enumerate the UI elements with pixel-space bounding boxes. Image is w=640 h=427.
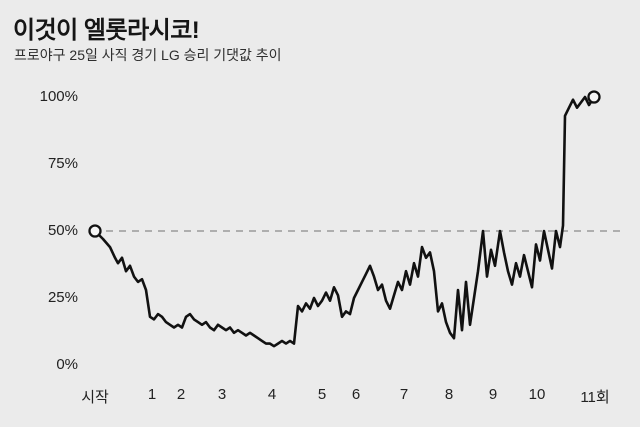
- chart-subtitle: 프로야구 25일 사직 경기 LG 승리 기댓값 추이: [14, 47, 282, 63]
- end-marker: [587, 90, 601, 104]
- start-marker: [88, 224, 102, 238]
- x-tick-label: 9: [488, 386, 498, 403]
- x-tick-label: 시작: [81, 389, 109, 406]
- win-probability-line: [93, 95, 596, 348]
- x-tick-label: 8: [444, 386, 454, 403]
- x-tick-label: 3: [217, 386, 227, 403]
- y-tick-label: 100%: [39, 88, 78, 105]
- chart-title: 이것이 엘롯라시코!: [13, 17, 200, 44]
- x-tick-label: 5: [317, 386, 327, 403]
- y-tick-label: 50%: [47, 222, 78, 239]
- y-tick-label: 25%: [47, 289, 78, 306]
- x-tick-label: 11회: [580, 389, 610, 406]
- x-tick-label: 4: [267, 386, 277, 403]
- x-tick-label: 2: [176, 386, 186, 403]
- x-tick-label: 10: [528, 386, 546, 403]
- x-tick-label: 1: [147, 386, 157, 403]
- y-tick-label: 75%: [47, 155, 78, 172]
- x-tick-label: 6: [351, 386, 361, 403]
- y-tick-label: 0%: [56, 356, 78, 373]
- x-tick-label: 7: [399, 386, 409, 403]
